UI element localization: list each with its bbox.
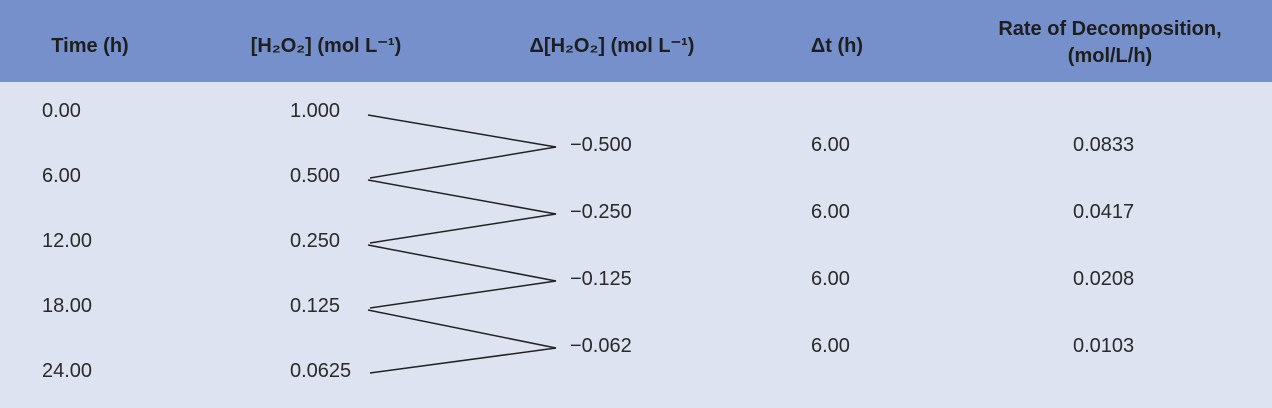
- connector-line: [369, 347, 557, 374]
- delta-t-cell: 6.00: [811, 268, 850, 290]
- delta-concentration-cell: −0.500: [570, 134, 632, 156]
- concentration-cell: 0.125: [290, 295, 341, 317]
- column-header: (mol/L/h): [1067, 45, 1153, 67]
- connector-line: [369, 280, 557, 309]
- column-header: Time (h): [51, 35, 129, 57]
- connector-line: [367, 309, 557, 349]
- delta-t-cell: 6.00: [811, 335, 850, 357]
- rate-cell: 0.0208: [1073, 268, 1135, 290]
- rate-cell: 0.0103: [1073, 335, 1135, 357]
- connector-line: [369, 146, 557, 179]
- rate-cell: 0.0417: [1073, 201, 1135, 223]
- rate-cell: 0.0833: [1073, 134, 1135, 156]
- connector-line: [367, 179, 557, 215]
- delta-t-cell: 6.00: [811, 201, 850, 223]
- concentration-cell: 0.500: [290, 165, 341, 187]
- delta-concentration-cell: −0.125: [570, 268, 632, 290]
- time-cell: 18.00: [42, 295, 93, 317]
- delta-t-cell: 6.00: [811, 134, 850, 156]
- connector-line: [369, 213, 557, 244]
- time-cell: 24.00: [42, 360, 93, 382]
- time-cell: 0.00: [42, 100, 81, 122]
- concentration-cell: 1.000: [290, 100, 341, 122]
- delta-concentration-cell: −0.062: [570, 335, 632, 357]
- column-header: Δt (h): [810, 35, 864, 57]
- column-header: Rate of Decomposition,: [998, 18, 1222, 40]
- time-cell: 6.00: [42, 165, 81, 187]
- column-header: Δ[H₂O₂] (mol L⁻¹): [529, 35, 695, 57]
- column-header: [H₂O₂] (mol L⁻¹): [250, 35, 402, 57]
- concentration-cell: 0.0625: [290, 360, 352, 382]
- time-cell: 12.00: [42, 230, 93, 252]
- concentration-cell: 0.250: [290, 230, 341, 252]
- delta-concentration-cell: −0.250: [570, 201, 632, 223]
- header-row: [0, 0, 1272, 82]
- connector-line: [367, 114, 557, 148]
- connector-line: [367, 244, 557, 282]
